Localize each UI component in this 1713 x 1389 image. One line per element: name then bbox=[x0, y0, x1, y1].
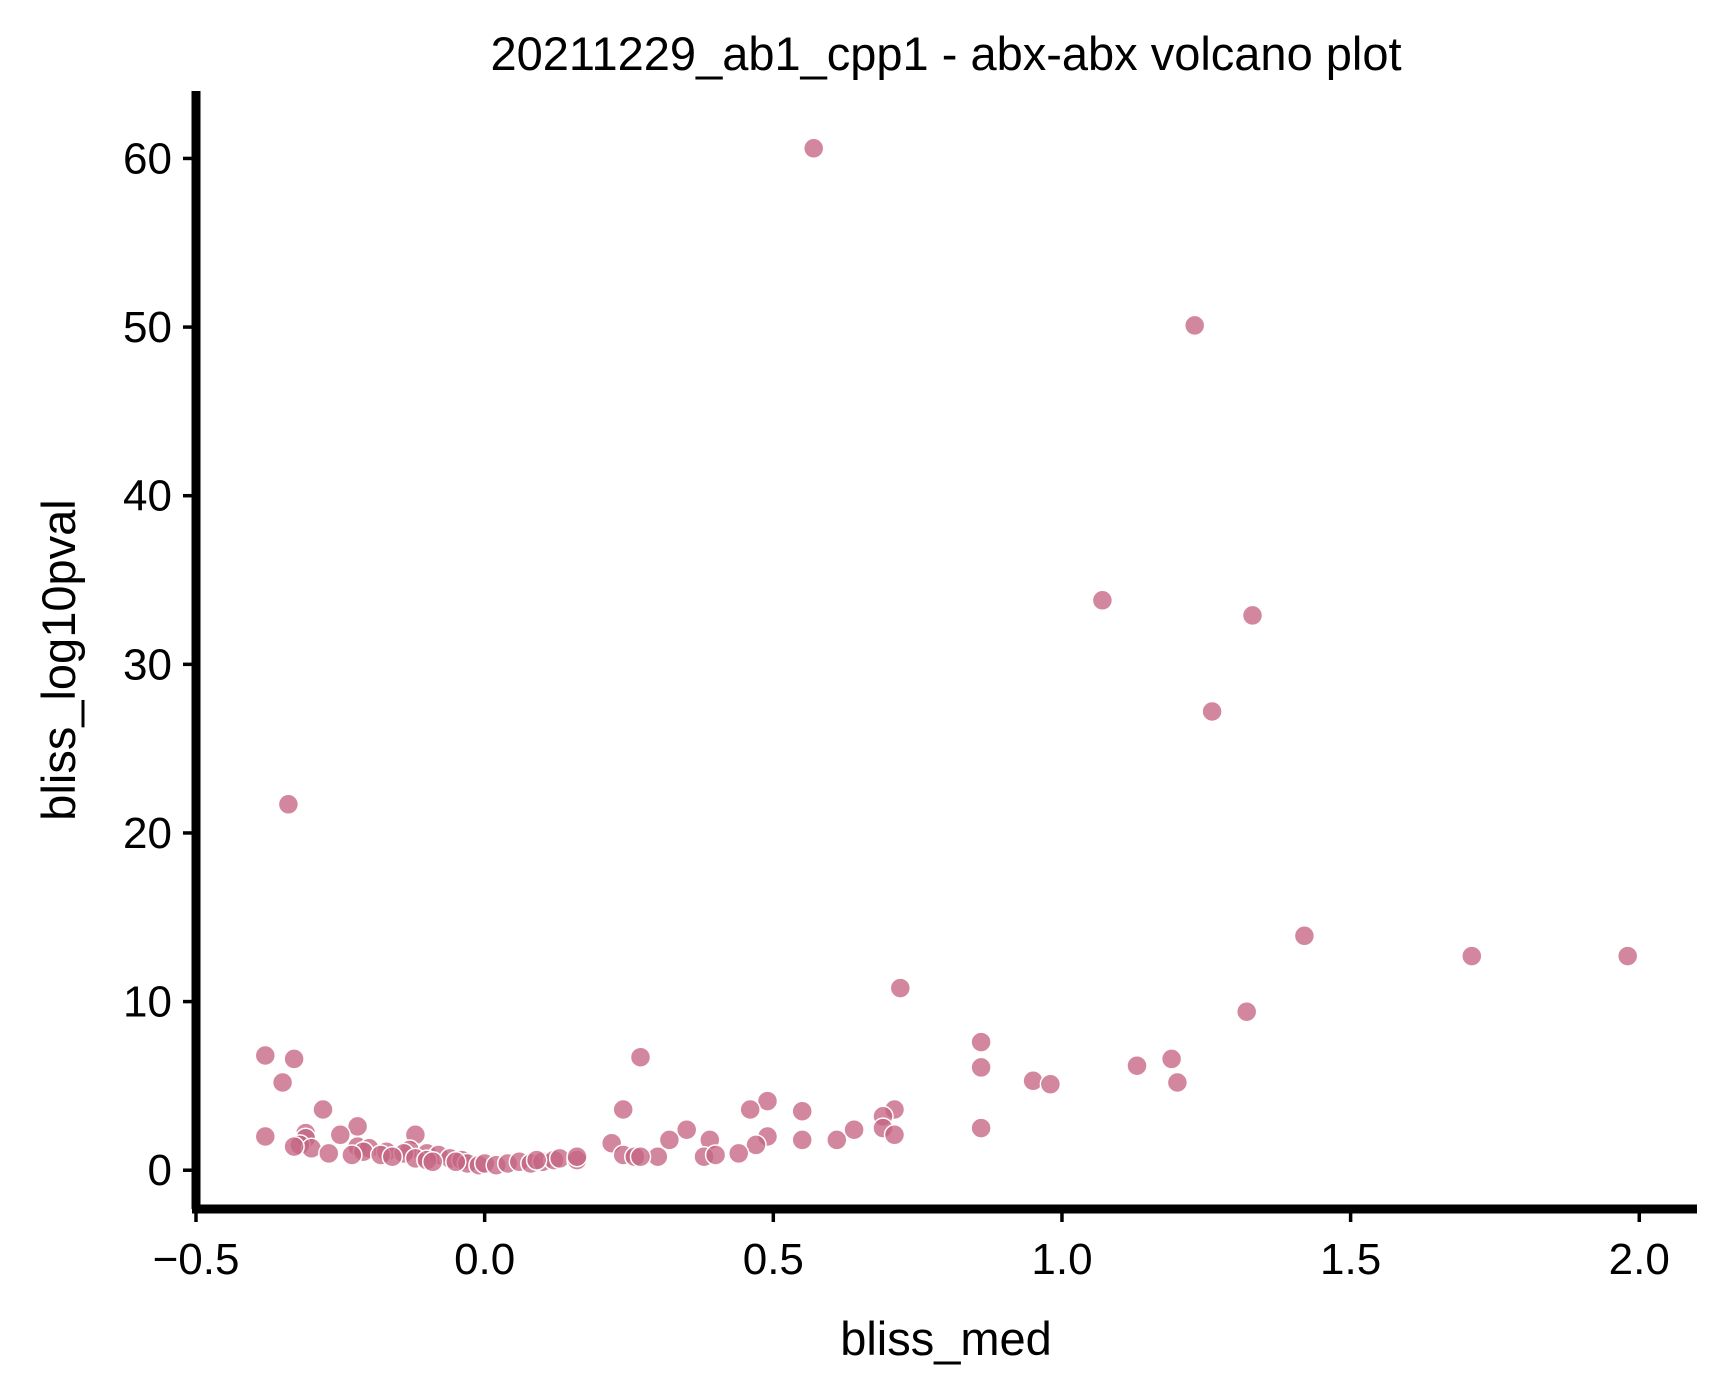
x-tick-label: 1.0 bbox=[1031, 1235, 1092, 1284]
data-point bbox=[970, 1056, 992, 1079]
y-tick-label: 20 bbox=[123, 809, 172, 858]
data-point bbox=[1235, 1000, 1258, 1023]
data-point bbox=[525, 1149, 548, 1171]
data-point bbox=[445, 1151, 467, 1173]
y-tick-label: 60 bbox=[123, 134, 172, 183]
x-tick-label: 0.0 bbox=[454, 1235, 515, 1284]
data-point bbox=[254, 1125, 277, 1148]
data-point bbox=[883, 1124, 906, 1146]
data-point bbox=[283, 1048, 305, 1070]
data-point bbox=[1293, 925, 1316, 947]
data-point bbox=[704, 1144, 727, 1166]
data-point bbox=[283, 1135, 305, 1158]
data-points bbox=[254, 137, 1639, 1176]
data-point bbox=[745, 1134, 767, 1156]
data-point bbox=[341, 1144, 363, 1166]
y-axis-ticks: 0 10 20 30 40 50 60 bbox=[123, 134, 196, 1195]
data-point bbox=[1241, 604, 1264, 627]
data-point bbox=[1183, 314, 1206, 337]
data-point bbox=[381, 1145, 404, 1168]
y-axis-label: bliss_log10pval bbox=[32, 499, 85, 820]
x-tick-label: −0.5 bbox=[153, 1235, 240, 1284]
y-tick-label: 40 bbox=[123, 472, 172, 521]
x-tick-label: 1.5 bbox=[1320, 1235, 1381, 1284]
data-point bbox=[1022, 1070, 1044, 1092]
data-point bbox=[1160, 1048, 1183, 1070]
data-point bbox=[271, 1071, 294, 1094]
data-point bbox=[1039, 1073, 1062, 1095]
data-point bbox=[318, 1142, 340, 1165]
chart-title: 20211229_ab1_cpp1 - abx-abx volcano plot bbox=[490, 27, 1401, 80]
data-point bbox=[970, 1117, 992, 1139]
data-point bbox=[1201, 700, 1223, 723]
data-point bbox=[1166, 1071, 1189, 1094]
data-point bbox=[1616, 945, 1639, 967]
data-point bbox=[566, 1145, 588, 1168]
data-point bbox=[329, 1124, 352, 1146]
data-point bbox=[612, 1098, 634, 1121]
x-tick-label: 2.0 bbox=[1609, 1235, 1670, 1284]
data-point bbox=[970, 1031, 992, 1053]
data-point bbox=[889, 977, 912, 999]
data-point bbox=[1461, 945, 1483, 967]
data-point bbox=[756, 1090, 779, 1112]
data-point bbox=[421, 1151, 444, 1173]
data-point bbox=[629, 1046, 652, 1068]
y-tick-label: 0 bbox=[148, 1146, 172, 1195]
data-point bbox=[727, 1142, 750, 1165]
y-tick-label: 10 bbox=[123, 978, 172, 1027]
data-point bbox=[658, 1129, 681, 1151]
data-point bbox=[629, 1145, 652, 1168]
data-point bbox=[277, 793, 300, 816]
x-tick-label: 0.5 bbox=[743, 1235, 804, 1284]
data-point bbox=[675, 1118, 698, 1141]
data-point bbox=[739, 1098, 761, 1121]
data-point bbox=[826, 1129, 848, 1151]
x-axis-label: bliss_med bbox=[840, 1312, 1052, 1365]
data-point bbox=[1126, 1054, 1148, 1077]
data-point bbox=[1091, 589, 1114, 612]
data-point bbox=[843, 1118, 865, 1141]
data-point bbox=[312, 1098, 334, 1121]
x-axis-ticks: −0.5 0.0 0.5 1.0 1.5 2.0 bbox=[153, 1209, 1670, 1284]
data-point bbox=[802, 137, 825, 160]
y-tick-label: 50 bbox=[123, 303, 172, 352]
data-point bbox=[791, 1129, 813, 1151]
data-point bbox=[254, 1044, 277, 1067]
data-point bbox=[791, 1100, 813, 1122]
y-tick-label: 30 bbox=[123, 640, 172, 689]
